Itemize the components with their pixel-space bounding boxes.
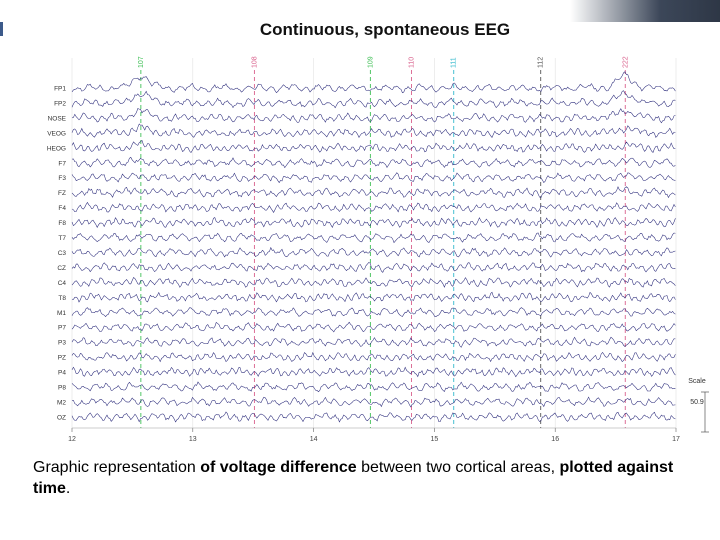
caption-text-1: Graphic representation [33,459,201,476]
caption-bold-2: plotted against time [33,459,674,497]
channel-label: P7 [58,325,66,332]
eeg-trace-f8 [71,217,676,229]
eeg-trace-pz [71,351,676,363]
eeg-traces [71,71,676,423]
slide-title: Continuous, spontaneous EEG [259,20,511,39]
x-tick-label: 15 [431,436,439,443]
channel-label: FP1 [54,86,66,93]
eeg-trace-m1 [71,307,676,318]
event-marker-label: 108 [251,56,258,68]
eeg-trace-t8 [71,291,676,303]
eeg-chart: 107 108 109 110 111 112 222 FP1 FP2 NOSE VEOG HEOG… [47,56,709,443]
eeg-trace-c3 [71,246,676,258]
event-marker-label: 107 [138,56,145,68]
x-tick-label: 12 [68,436,76,443]
channel-label: C4 [58,280,67,287]
scale-value: 50.9 [690,399,704,406]
channel-label: CZ [57,265,66,272]
channel-label: F3 [58,175,66,182]
channel-labels: FP1 FP2 NOSE VEOG HEOG F7 F3 FZ F4 F8 T7 C3 CZ C4 T8 M1… [47,86,67,422]
eeg-trace-f7 [71,156,676,169]
x-axis-ticks: 12 13 14 15 16 17 [68,427,680,443]
slide-caption: Graphic representation of voltage differ… [33,457,693,499]
channel-label: M2 [57,399,66,406]
x-tick-label: 13 [189,436,197,443]
channel-label: T7 [58,235,66,242]
eeg-trace-t7 [71,232,676,244]
channel-label: P3 [58,340,66,347]
eeg-trace-nose [71,108,676,124]
eeg-trace-p3 [71,336,676,348]
channel-label: VEOG [47,130,66,137]
channel-label: FZ [58,190,66,197]
channel-label: M1 [57,310,66,317]
caption-bold-1: of voltage difference [200,459,357,476]
scale-label: Scale [688,378,706,385]
chart-grid [71,58,677,428]
scale-indicator: Scale 50.9 [688,378,709,433]
eeg-trace-oz [71,411,676,423]
eeg-trace-f3 [71,172,676,184]
channel-label: PZ [58,355,66,362]
channel-label: P4 [58,370,66,377]
channel-label: HEOG [47,145,66,152]
eeg-trace-m2 [71,396,676,408]
x-tick-label: 14 [310,436,318,443]
left-accent-bar [0,22,3,36]
event-marker-label: 111 [451,57,458,68]
event-marker-label: 112 [538,57,545,68]
channel-label: C3 [58,250,67,257]
channel-label: T8 [58,295,66,302]
eeg-trace-fz [71,186,676,199]
x-tick-label: 17 [672,436,680,443]
eeg-trace-heog [71,139,676,153]
eeg-trace-c4 [71,277,676,288]
eeg-trace-p8 [71,381,676,393]
channel-label: NOSE [48,115,67,122]
event-marker-label: 109 [367,56,374,68]
eeg-trace-fp1 [71,71,676,94]
channel-label: F8 [58,220,66,227]
eeg-trace-f4 [71,201,676,213]
channel-label: OZ [57,414,66,421]
event-markers: 107 108 109 110 111 112 222 [138,56,629,428]
channel-label: F7 [58,160,66,167]
x-tick-label: 16 [551,436,559,443]
eeg-trace-veog [71,123,676,138]
channel-label: P8 [58,385,66,392]
eeg-trace-cz [71,262,676,273]
eeg-trace-p4 [71,366,676,378]
eeg-trace-fp2 [71,90,676,109]
event-marker-label: 110 [408,57,415,68]
channel-label: F4 [58,205,66,212]
eeg-trace-p7 [71,321,676,333]
header-stripe [570,0,720,22]
event-marker-label: 222 [622,56,629,68]
caption-text-2: between two cortical areas, [356,459,560,476]
slide-header-bar [0,0,720,22]
caption-text-3: . [65,480,71,497]
channel-label: FP2 [54,100,66,107]
